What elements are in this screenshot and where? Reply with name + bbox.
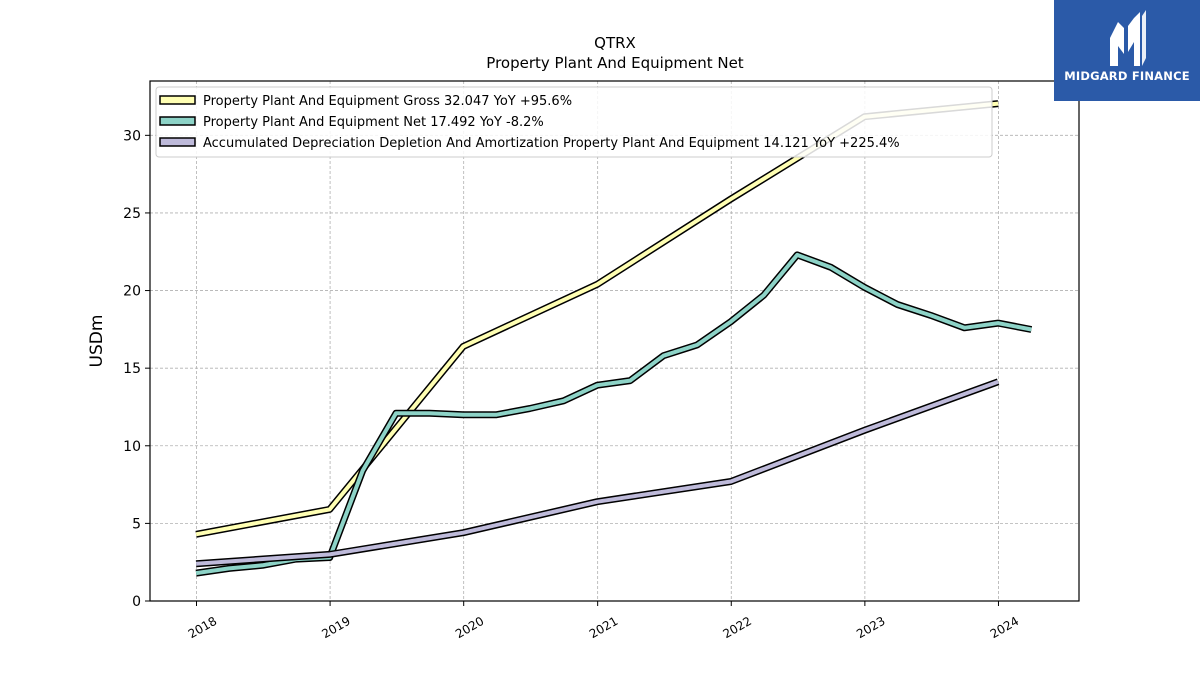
y-tick-label: 20 [123,284,141,300]
x-tick-label: 2024 [988,614,1021,641]
y-tick-label: 15 [123,361,141,377]
y-tick-label: 5 [132,516,141,532]
legend-swatch-1 [159,95,196,105]
legend: Property Plant And Equipment Gross 32.04… [155,86,993,158]
y-axis-label: USDm [87,315,107,368]
x-tick-label: 2023 [854,614,887,641]
series-line-outline-3 [195,378,1000,568]
x-tick-label: 2022 [721,614,754,641]
midgard-finance-logo: MIDGARD FINANCE [1054,0,1200,101]
midgard-logo-icon [1110,10,1146,66]
legend-box [155,86,993,158]
legend-label-2: Property Plant And Equipment Net 17.492 … [203,115,544,130]
y-tick-label: 25 [123,206,141,222]
chart-title: QTRX [594,34,636,52]
legend-swatch-3 [159,137,196,147]
series-line-3 [195,379,999,566]
legend-label-1: Property Plant And Equipment Gross 32.04… [203,94,572,109]
logo-text: MIDGARD FINANCE [1064,69,1190,83]
plot-area-frame [149,80,1080,602]
series-lines [195,100,1033,577]
y-tick-label: 30 [123,128,141,144]
series-line-1 [195,101,999,537]
grid [150,81,1079,602]
series-line-outline-1 [195,100,999,538]
y-tick-label: 0 [132,594,141,610]
chart-subtitle: Property Plant And Equipment Net [486,54,743,72]
x-tick-label: 2019 [319,614,352,641]
legend-swatch-2 [159,116,196,126]
legend-label-3: Accumulated Depreciation Depletion And A… [203,136,900,151]
x-tick-label: 2018 [186,614,219,641]
x-tick-label: 2021 [587,614,620,641]
y-tick-label: 10 [123,439,141,455]
x-tick-label: 2020 [453,614,486,641]
series-line-2 [195,252,1032,576]
